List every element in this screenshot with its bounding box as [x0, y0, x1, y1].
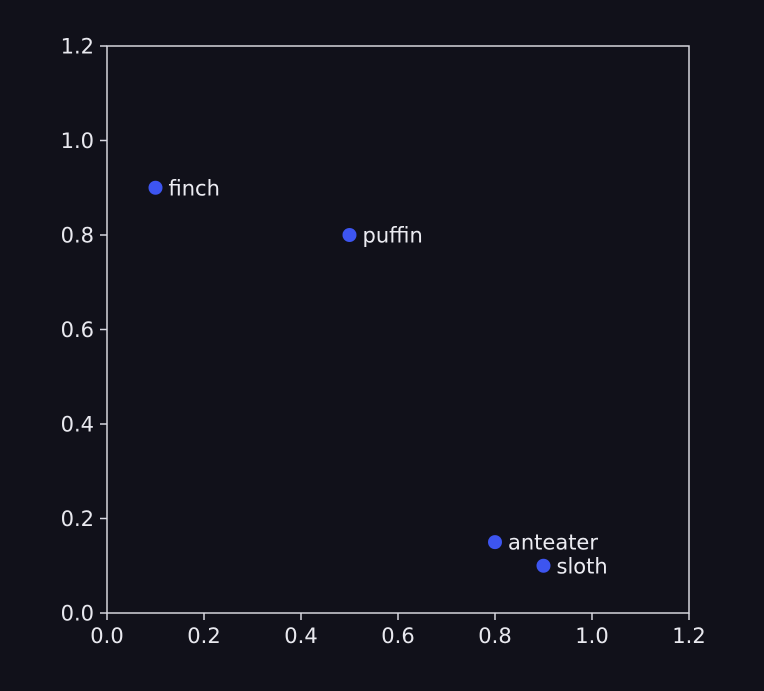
data-label-sloth: sloth [557, 554, 608, 578]
y-tick-label: 0.8 [61, 224, 94, 248]
data-label-anteater: anteater [508, 531, 598, 555]
data-label-finch: finch [169, 176, 220, 200]
data-label-puffin: puffin [363, 224, 423, 248]
x-tick-label: 0.4 [284, 624, 317, 648]
data-point-sloth [536, 558, 551, 573]
y-tick-label: 0.0 [61, 602, 94, 626]
x-tick-label: 0.2 [187, 624, 220, 648]
y-tick-label: 0.4 [61, 413, 94, 437]
y-tick-label: 1.2 [61, 35, 94, 59]
y-axis: 0.0 0.2 0.4 0.6 0.8 1.0 1.2 [61, 35, 107, 626]
data-point-anteater [488, 535, 502, 550]
x-axis: 0.0 0.2 0.4 0.6 0.8 1.0 1.2 [90, 613, 706, 648]
data-point-finch [148, 180, 163, 195]
data-point-puffin [342, 228, 357, 242]
x-tick-label: 1.0 [575, 624, 608, 648]
y-tick-label: 0.6 [61, 318, 94, 342]
y-tick-label: 0.2 [61, 507, 94, 531]
x-tick-label: 0.0 [90, 624, 123, 648]
x-tick-label: 1.2 [672, 624, 705, 648]
x-tick-label: 0.6 [381, 624, 414, 648]
x-tick-label: 0.8 [478, 624, 511, 648]
y-tick-label: 1.0 [61, 129, 94, 153]
